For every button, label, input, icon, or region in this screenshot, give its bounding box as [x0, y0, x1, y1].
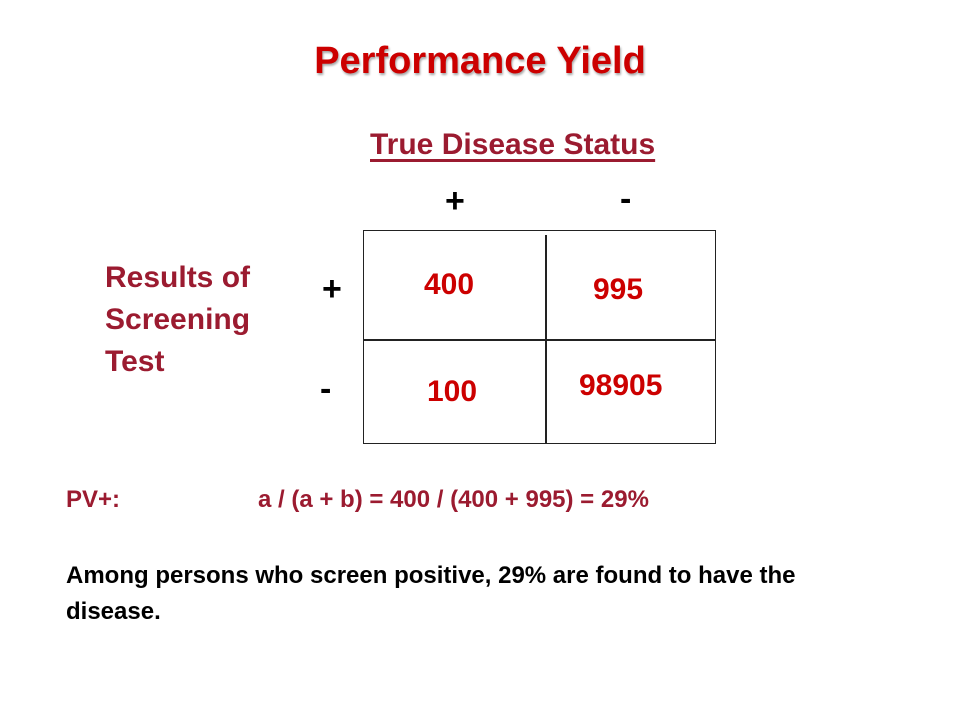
column-header: True Disease Status — [370, 128, 656, 161]
formula-label: PV+: — [66, 486, 121, 513]
table-horizontal-divider — [364, 339, 715, 341]
cell-c-false-negative: 100 — [427, 375, 478, 408]
formula-expression: a / (a + b) = 400 / (400 + 995) = 29% — [258, 486, 649, 513]
row-sign-negative: - — [320, 370, 332, 408]
column-sign-negative: - — [620, 180, 632, 218]
row-header: Results of Screening Test — [105, 261, 251, 378]
row-sign-positive: + — [322, 270, 342, 308]
slide-title: Performance Yield — [314, 40, 646, 82]
cell-d-true-negative: 98905 — [579, 369, 663, 402]
cell-b-false-positive: 995 — [593, 273, 644, 306]
cell-a-true-positive: 400 — [424, 268, 475, 301]
conclusion-text: Among persons who screen positive, 29% a… — [66, 562, 796, 625]
column-sign-positive: + — [445, 182, 465, 220]
two-by-two-table — [363, 230, 716, 444]
